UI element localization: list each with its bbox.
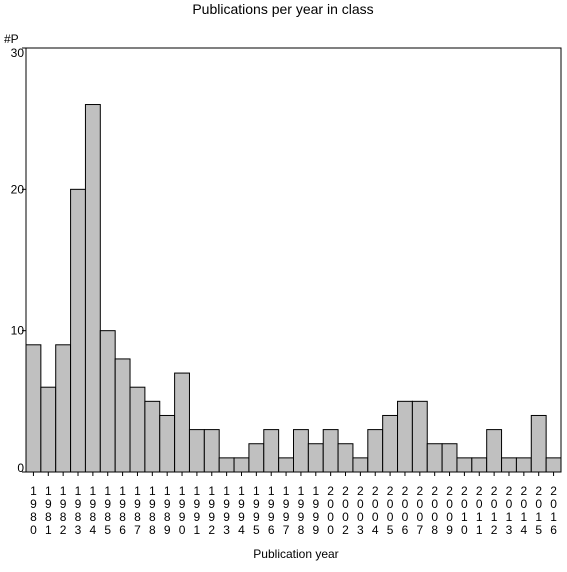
bar-2006 bbox=[397, 400, 413, 473]
bar-2014 bbox=[515, 457, 532, 473]
bar-1997 bbox=[278, 457, 295, 473]
bar-2005 bbox=[382, 414, 399, 473]
chart-title: Publications per year in class bbox=[192, 1, 373, 17]
bar-1986 bbox=[114, 358, 131, 473]
bar-1984 bbox=[84, 104, 101, 473]
bar-2008 bbox=[426, 443, 443, 473]
bar-2003 bbox=[352, 457, 369, 473]
y-tick-label: 30 bbox=[11, 46, 25, 60]
bar-1987 bbox=[129, 386, 146, 473]
bar-1996 bbox=[263, 429, 280, 473]
bar-1991 bbox=[188, 429, 205, 473]
y-axis-label: #P bbox=[4, 32, 19, 46]
x-axis-label: Publication year bbox=[253, 547, 338, 561]
bar-1989 bbox=[159, 414, 176, 473]
bar-1985 bbox=[99, 330, 116, 473]
bar-1983 bbox=[70, 188, 86, 473]
bar-1994 bbox=[233, 457, 250, 473]
y-axis: 0 10 20 30 bbox=[11, 46, 26, 475]
bar-2002 bbox=[337, 443, 354, 473]
bar-1998 bbox=[293, 429, 309, 473]
bar-1980 bbox=[25, 344, 42, 473]
bar-1981 bbox=[40, 386, 57, 473]
bar-1990 bbox=[174, 372, 190, 473]
bar-2004 bbox=[367, 429, 384, 473]
bar-1993 bbox=[218, 457, 235, 473]
bar-2012 bbox=[486, 429, 503, 473]
bar-1992 bbox=[203, 429, 220, 473]
bar-1995 bbox=[248, 443, 265, 473]
bar-1988 bbox=[144, 400, 161, 473]
y-tick-label: 10 bbox=[11, 324, 25, 338]
bar-1982 bbox=[55, 344, 72, 473]
bar-2000 bbox=[322, 429, 339, 473]
bar-2009 bbox=[441, 443, 458, 473]
x-axis: 1 9 8 0 1 9 8 1 1 9 8 2 1 9 8 3 1 9 8 4 1 9 8 5 1 9 8 6 1 9 8 7 1 9 8 8 1 9 8 9… bbox=[30, 472, 557, 537]
bar-2016 bbox=[545, 457, 562, 473]
bar-2015 bbox=[530, 414, 547, 473]
bar-2010 bbox=[456, 457, 473, 473]
y-tick-label: 20 bbox=[11, 182, 25, 196]
y-tick-label: 0 bbox=[17, 461, 24, 475]
bar-2011 bbox=[471, 457, 488, 473]
bar-2013 bbox=[501, 457, 517, 473]
bars-layer bbox=[25, 104, 562, 473]
plot-frame bbox=[25, 47, 562, 473]
bar-2007 bbox=[411, 400, 428, 473]
bar-1999 bbox=[307, 443, 324, 473]
